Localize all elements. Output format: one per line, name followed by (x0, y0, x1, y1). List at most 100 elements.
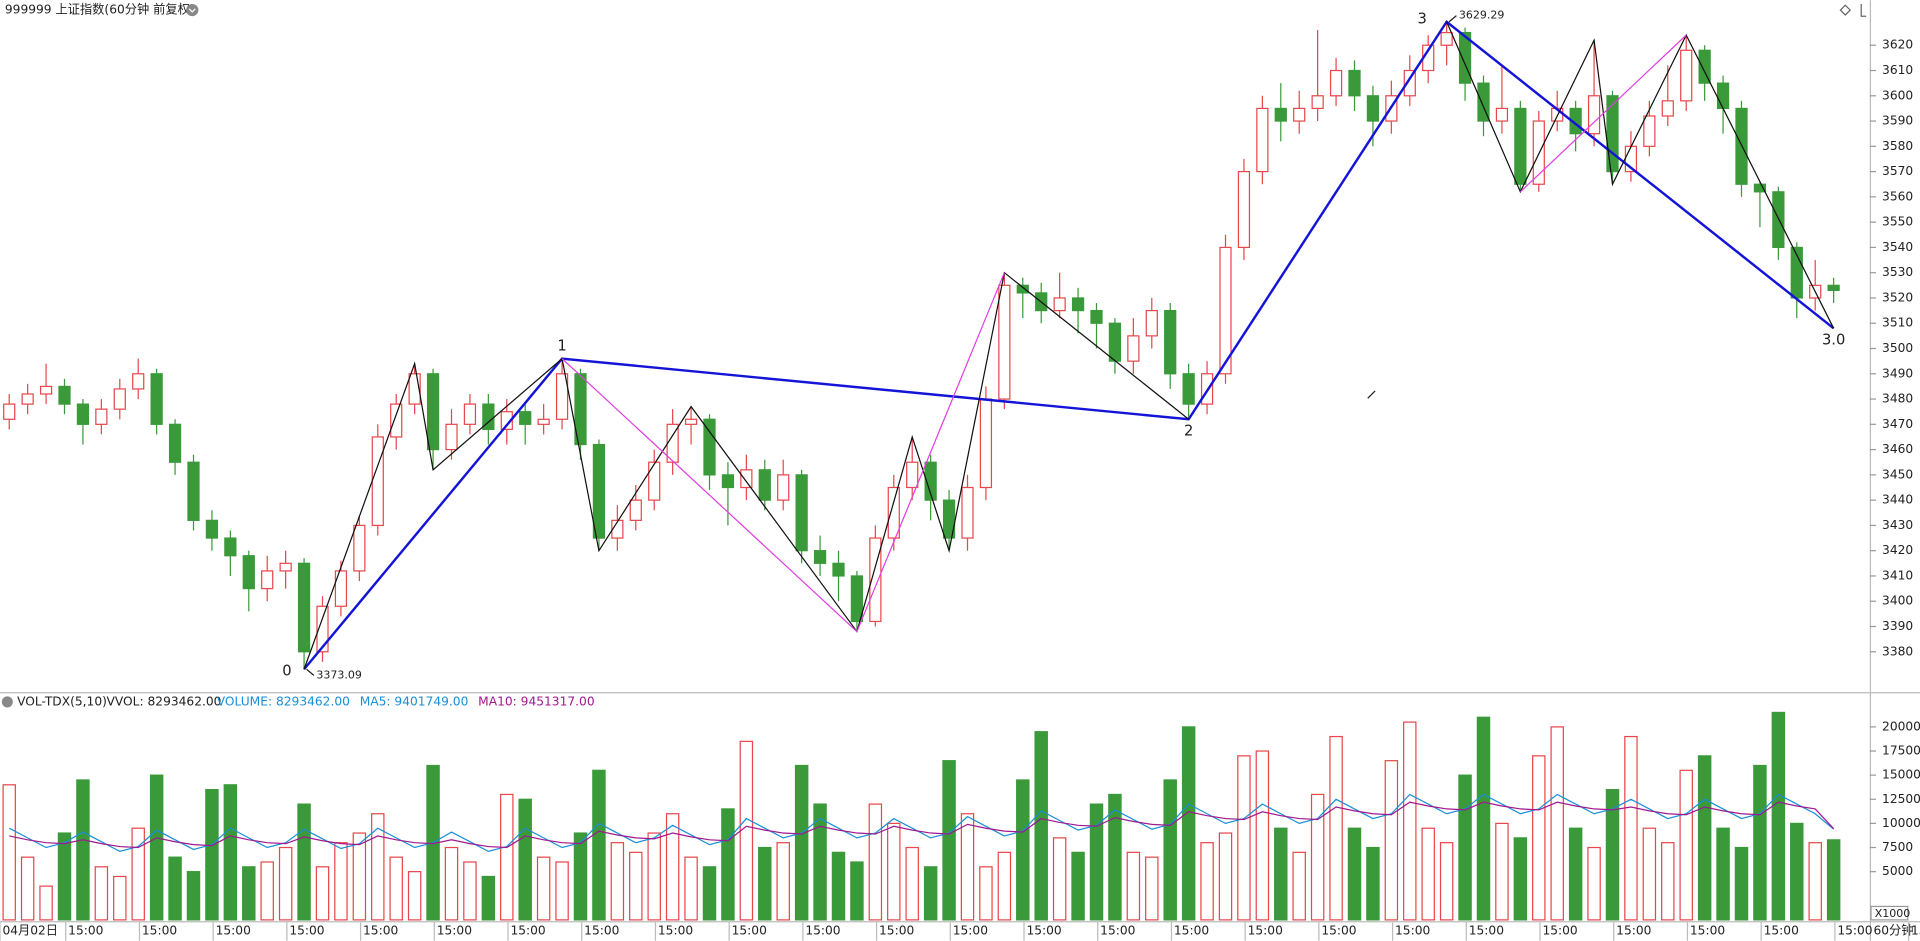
volume-bar (665, 813, 680, 921)
volume-bar (297, 803, 311, 921)
volume-bar (57, 832, 72, 921)
volume-bar (2, 784, 16, 921)
volume-bar (131, 827, 145, 921)
annotation-arrow (306, 668, 315, 676)
volume-bar (1642, 827, 1657, 921)
volume-bar (1237, 755, 1251, 921)
y-tick-label: 17500 (1882, 744, 1920, 758)
candle-body (519, 411, 532, 425)
candle-body (703, 418, 716, 476)
y-tick-label: 5000 (1882, 864, 1913, 878)
candle-body (500, 411, 513, 430)
candle-body (1606, 95, 1619, 173)
volume-bar (1329, 735, 1343, 921)
candle-body (906, 461, 919, 489)
annotation-arrow (1448, 15, 1457, 23)
x-tick-label: 15:00 (437, 923, 472, 937)
volume-bar (1697, 755, 1712, 921)
candle-body (371, 436, 384, 527)
volume-bar (1089, 803, 1104, 921)
candle-body (113, 388, 126, 410)
x-tick-label: 15:00 (732, 923, 767, 937)
candle-body (58, 385, 71, 405)
x-tick-label: 15:00 (68, 923, 103, 937)
candle-body (408, 373, 421, 405)
y-tick-label: 15000 (1882, 768, 1920, 782)
menu-icon[interactable] (186, 3, 199, 17)
volume-bar (1108, 793, 1122, 921)
candle-body (390, 403, 403, 438)
y-tick-label: 10000 (1882, 816, 1920, 830)
menu-icon[interactable] (1, 696, 13, 708)
candle-body (1495, 107, 1509, 122)
x-tick-label: 15:00 (879, 923, 914, 937)
candle-body (426, 373, 440, 451)
candle-body (537, 418, 550, 425)
volume-bar (1753, 764, 1767, 921)
candle-body (758, 469, 771, 501)
candle-body (95, 408, 108, 425)
volume-bar (1200, 842, 1214, 921)
volume-bar (242, 866, 256, 921)
candle-body (1366, 95, 1380, 122)
volume-bar (1310, 793, 1325, 921)
x-tick-label: 04月02日 (2, 923, 58, 937)
candle-body (1716, 82, 1730, 110)
y-tick-label: 3430 (1882, 518, 1913, 532)
volume-bar (905, 846, 919, 921)
volume-bar (813, 803, 827, 921)
volume-bar (592, 769, 606, 921)
volume-bar (1181, 726, 1196, 921)
candle-body (1403, 69, 1416, 97)
volume-bar (997, 851, 1012, 921)
y-tick-label: 3580 (1882, 139, 1913, 153)
candle-body (813, 550, 827, 564)
volume-bar (684, 856, 698, 921)
candle-body (1164, 309, 1177, 375)
volume-bar (168, 856, 182, 921)
volume-bar (76, 779, 90, 921)
y-tick-label: 3490 (1882, 366, 1913, 380)
candle-body (611, 519, 624, 539)
y-tick-label: 3380 (1882, 644, 1913, 658)
volume-bar (1808, 842, 1822, 921)
candle-body (1458, 31, 1472, 84)
corner-icon[interactable] (1860, 3, 1867, 17)
volume-bar (536, 856, 551, 921)
x-tick-label: 15:00 (584, 923, 619, 937)
candle-body (1643, 115, 1656, 147)
diamond-icon[interactable] (1839, 4, 1852, 16)
candle-body (445, 423, 458, 451)
volume-bar (500, 793, 514, 921)
candle-body (869, 537, 882, 623)
candle-body (979, 398, 993, 489)
x-tick-label: 15:00 (1469, 923, 1504, 937)
volume-bar (942, 760, 956, 921)
candle-body (1753, 183, 1767, 193)
y-tick-label: 3570 (1882, 164, 1913, 178)
chart-title: 999999 上证指数(60分钟 前复权) (5, 2, 195, 17)
volume-bar (721, 808, 735, 921)
volume-bar (334, 842, 348, 921)
candle-body (21, 393, 34, 405)
menu-icon-arrow (188, 8, 196, 13)
y-tick-label: 3400 (1882, 594, 1913, 608)
volume-bar (481, 875, 496, 921)
volume-bar (223, 784, 238, 921)
volume-bar (352, 832, 367, 921)
volume-bar (702, 866, 717, 921)
candle-body (850, 575, 864, 623)
volume-bar (1513, 837, 1528, 921)
candle-body (1477, 82, 1490, 122)
volume-bar (1476, 716, 1491, 921)
volume-bar (1550, 726, 1564, 921)
candle-body (942, 499, 956, 539)
volume-bar (1716, 827, 1730, 921)
candle-body (1680, 49, 1693, 102)
candle-body (3, 403, 16, 420)
candle-body (1071, 297, 1085, 312)
volume-bar (260, 861, 274, 921)
candle-body (1293, 107, 1306, 122)
candle-body (924, 461, 937, 501)
